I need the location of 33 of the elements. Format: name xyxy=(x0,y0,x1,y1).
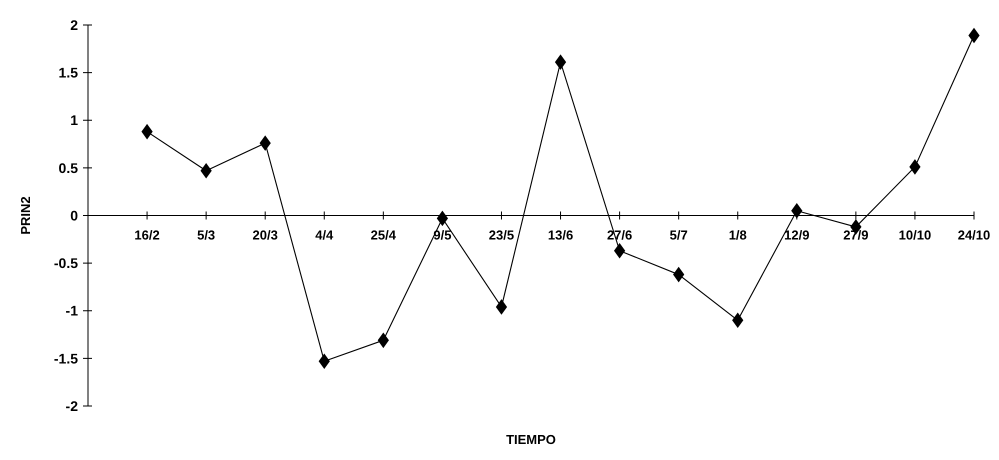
x-tick-label: 25/4 xyxy=(370,228,397,242)
x-tick-label: 5/7 xyxy=(670,228,688,242)
x-tick-label: 10/10 xyxy=(898,228,932,242)
x-tick-label: 16/2 xyxy=(134,228,160,242)
point xyxy=(260,135,271,151)
point xyxy=(496,299,508,315)
x-tick-label: 5/3 xyxy=(197,228,216,242)
x-tick-label: 13/6 xyxy=(548,228,574,242)
x-tick-label: 23/5 xyxy=(488,228,514,242)
y-tick-label: -1.5 xyxy=(54,350,78,366)
point xyxy=(614,242,626,259)
y-tick-label: 1 xyxy=(70,112,78,128)
point xyxy=(436,210,448,226)
x-tick-label: 4/4 xyxy=(315,228,334,242)
x-tick-label: 20/3 xyxy=(252,228,278,242)
x-tick-label: 1/8 xyxy=(728,228,747,242)
x-tick-label: 12/9 xyxy=(784,228,810,242)
y-tick-label: -2 xyxy=(66,398,78,414)
x-tick-label: 24/10 xyxy=(958,228,990,242)
y-tick-label: 1.5 xyxy=(58,64,78,81)
point xyxy=(909,159,921,175)
point xyxy=(673,266,684,282)
point xyxy=(141,124,153,140)
x-axis-title: TIEMPO xyxy=(506,432,556,447)
y-tick-label: 0 xyxy=(70,207,78,224)
point xyxy=(554,54,566,70)
x-tick-label: 9/5 xyxy=(433,228,452,242)
y-tick-label: -0.5 xyxy=(54,255,78,272)
y-axis-title: PRIN2 xyxy=(18,196,33,235)
y-tick-label: 2 xyxy=(70,16,78,33)
point xyxy=(968,28,980,44)
y-tick-label: -1 xyxy=(66,302,78,319)
y-tick-label: 0.5 xyxy=(58,160,78,176)
